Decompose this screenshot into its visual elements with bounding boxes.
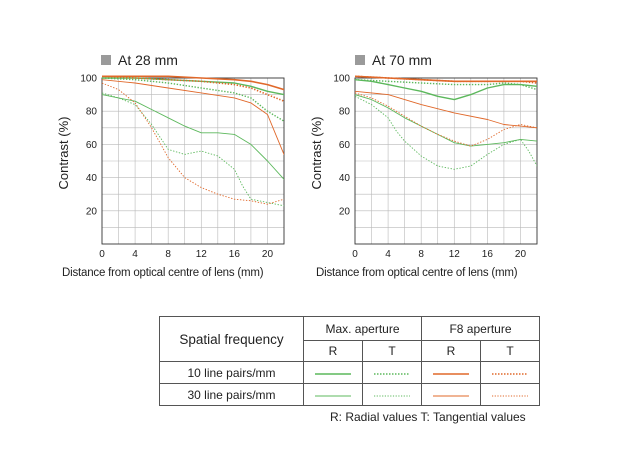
x-tick-label: 0: [352, 249, 358, 260]
f8-t-header: T: [480, 340, 540, 362]
mtf-chart-70mm: 0 4 8 12 16 20 20 40 60 80 100 Contrast (%): [309, 74, 538, 260]
series-line-30lp-max-T: [102, 92, 284, 207]
y-tick-label: 20: [339, 206, 351, 217]
max-t-header: T: [362, 340, 422, 362]
x-tick-label: 0: [99, 249, 105, 260]
swatch-10-f8-r: [421, 361, 481, 384]
legend-table: Spatial frequency Max. aperture F8 apert…: [159, 316, 540, 406]
legend-row-10: 10 line pairs/mm: [159, 361, 540, 384]
series-line-30lp-max-R: [355, 94, 537, 147]
series-line-10lp-max-R: [102, 77, 284, 96]
mtf-chart-28mm: 0 4 8 12 16 20 20 40 60 80 100 Contrast (%): [56, 74, 285, 260]
series-line-30lp-F8-T: [355, 92, 537, 147]
x-axis-label-28mm: Distance from optical centre of lens (mm…: [62, 267, 264, 279]
x-tick-label: 16: [229, 249, 241, 260]
y-tick-label: 100: [333, 74, 350, 85]
y-tick-label: 40: [86, 173, 98, 184]
x-tick-label: 8: [418, 249, 424, 260]
y-axis-label: Contrast (%): [309, 117, 324, 190]
swatch-30-max-r: [303, 383, 363, 406]
x-tick-label: 20: [515, 249, 527, 260]
series-line-30lp-F8-R: [102, 79, 284, 155]
series-line-10lp-max-T: [355, 79, 537, 91]
series-line-10lp-max-R: [355, 79, 537, 101]
max-aperture-header: Max. aperture: [303, 316, 422, 341]
y-tick-label: 100: [80, 74, 97, 85]
x-tick-label: 4: [385, 249, 391, 260]
f8-aperture-header: F8 aperture: [421, 316, 540, 341]
x-axis-label-70mm: Distance from optical centre of lens (mm…: [316, 267, 518, 279]
plot-frame: [354, 77, 538, 245]
max-r-header: R: [303, 340, 363, 362]
swatch-10-f8-t: [480, 361, 540, 384]
x-tick-label: 8: [165, 249, 171, 260]
x-tick-label: 4: [132, 249, 138, 260]
y-tick-label: 80: [86, 107, 98, 118]
series-line-30lp-F8-T: [102, 82, 284, 205]
swatch-30-f8-r: [421, 383, 481, 406]
chart-title-text: At 70 mm: [372, 52, 432, 68]
x-tick-label: 20: [262, 249, 274, 260]
series-line-30lp-F8-R: [355, 90, 537, 129]
swatch-10-max-t: [362, 361, 422, 384]
series-line-10lp-max-T: [102, 77, 284, 122]
y-tick-label: 80: [339, 107, 351, 118]
x-tick-label: 16: [482, 249, 494, 260]
row-label-10: 10 line pairs/mm: [159, 361, 304, 384]
f8-r-header: R: [421, 340, 481, 362]
y-axis-label: Contrast (%): [56, 117, 71, 190]
swatch-10-max-r: [303, 361, 363, 384]
y-tick-label: 60: [86, 140, 98, 151]
swatch-30-max-t: [362, 383, 422, 406]
title-square-icon: [101, 55, 111, 65]
series-line-10lp-F8-R: [102, 75, 284, 91]
y-tick-label: 20: [86, 206, 98, 217]
spatial-frequency-header: Spatial frequency: [159, 316, 304, 362]
row-label-30: 30 line pairs/mm: [159, 383, 304, 406]
x-tick-label: 12: [449, 249, 461, 260]
chart-title-28mm: At 28 mm: [101, 52, 178, 68]
footnote: R: Radial values T: Tangential values: [330, 410, 526, 424]
series-line-30lp-max-T: [355, 95, 537, 170]
y-tick-label: 60: [339, 140, 351, 151]
y-tick-label: 40: [339, 173, 351, 184]
chart-title-text: At 28 mm: [118, 52, 178, 68]
legend-row-30: 30 line pairs/mm: [159, 383, 540, 406]
swatch-30-f8-t: [480, 383, 540, 406]
series-line-30lp-max-R: [102, 94, 284, 180]
chart-title-70mm: At 70 mm: [355, 52, 432, 68]
series-line-10lp-F8-T: [355, 75, 537, 84]
title-square-icon: [355, 55, 365, 65]
x-tick-label: 12: [196, 249, 208, 260]
